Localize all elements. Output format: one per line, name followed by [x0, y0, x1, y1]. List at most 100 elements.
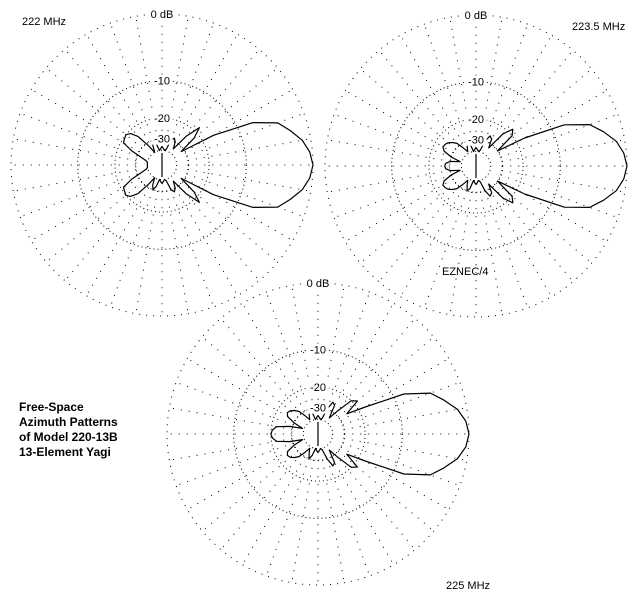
grid-radial: [184, 89, 294, 153]
grid-radial: [501, 170, 625, 193]
grid-radial: [343, 438, 467, 461]
caption: Free-Space Azimuth Patterns of Model 220…: [19, 400, 118, 460]
grid-radial: [449, 191, 472, 315]
grid-ring: [291, 407, 345, 461]
ring-label: -10: [310, 345, 326, 357]
grid-radial: [64, 184, 146, 281]
ring-label-bg: [462, 9, 490, 21]
caption-line: 13-Element Yagi: [19, 445, 111, 459]
ring-label: -30: [468, 135, 484, 147]
grid-ring: [449, 139, 503, 193]
grid-radial: [340, 358, 450, 422]
grid-radial: [109, 22, 154, 141]
grid-radial: [492, 185, 574, 282]
grid-radial: [342, 381, 461, 426]
grid-radial: [13, 169, 137, 192]
grid-radial: [334, 318, 416, 415]
ring-label: -20: [154, 113, 170, 125]
grid-radial: [342, 442, 461, 487]
grid-radial: [181, 67, 278, 149]
grid-radial: [220, 318, 302, 415]
ring-label-bg: [151, 74, 173, 87]
ring-label-bg: [307, 380, 329, 393]
grid-radial: [86, 33, 150, 143]
pattern-trace: [122, 122, 314, 208]
grid-radial: [344, 178, 454, 242]
ring-label-bg: [304, 277, 332, 289]
grid-radial: [337, 336, 434, 418]
grid-radial: [186, 358, 296, 422]
ring-label: 0 dB: [307, 278, 330, 290]
grid-radial: [500, 113, 619, 158]
grid-radial: [86, 187, 150, 297]
grid-ring: [302, 418, 334, 450]
ring-label-bg: [151, 132, 173, 145]
grid-radial: [175, 442, 294, 487]
grid-radial: [360, 68, 457, 150]
ring-label: -20: [310, 382, 326, 394]
ring-label: -10: [468, 77, 484, 89]
grid-radial: [46, 67, 143, 149]
ring-label-bg: [151, 111, 173, 124]
grid-radial: [169, 407, 293, 430]
grid-radial: [19, 112, 138, 157]
grid-radial: [174, 33, 238, 143]
grid-radial: [498, 90, 608, 154]
grid-radial: [64, 49, 146, 146]
grid-radial: [480, 191, 503, 315]
grid-radial: [135, 190, 158, 314]
grid-radial: [492, 50, 574, 147]
ring-label-bg: [465, 133, 487, 146]
grid-ring: [428, 118, 524, 214]
grid-ring: [270, 386, 366, 482]
plot-title-222: 222 MHz: [22, 16, 67, 28]
grid-radial: [498, 178, 608, 242]
grid-radial: [46, 181, 143, 263]
ring-label-bg: [465, 75, 487, 88]
grid-radial: [19, 173, 138, 218]
grid-radial: [423, 23, 468, 142]
grid-radial: [242, 456, 306, 566]
grid-radial: [378, 50, 460, 147]
pattern-trace: [270, 392, 470, 476]
grid-radial: [186, 112, 305, 157]
grid-ring: [460, 150, 492, 182]
ring-label-bg: [465, 112, 487, 125]
grid-radial: [488, 188, 552, 298]
polar-plot-0: 0 dB -10 -20 -30: [10, 8, 314, 317]
grid-radial: [327, 170, 451, 193]
ring-label-bg: [148, 8, 176, 20]
grid-radial: [178, 184, 260, 281]
grid-radial: [186, 446, 296, 510]
grid-radial: [343, 407, 467, 430]
ring-label: -30: [310, 403, 326, 415]
grid-radial: [330, 302, 394, 412]
eznec-label: EZNEC/4: [442, 266, 489, 278]
caption-line: Free-Space: [19, 400, 84, 414]
grid-radial: [360, 182, 457, 264]
grid-radial: [340, 446, 450, 510]
ring-label: -20: [468, 114, 484, 126]
ring-label: 0 dB: [151, 9, 174, 21]
grid-radial: [186, 173, 305, 218]
grid-radial: [184, 177, 294, 241]
polar-plot-1: 0 dB -10 -20 -30: [324, 9, 628, 318]
grid-radial: [181, 181, 278, 263]
grid-ring: [114, 117, 210, 213]
grid-radial: [423, 190, 468, 309]
caption-line: Azimuth Patterns: [19, 415, 118, 429]
pattern-trace: [442, 124, 628, 208]
grid-radial: [242, 302, 306, 412]
grid-radial: [337, 450, 434, 532]
grid-radial: [265, 291, 310, 410]
grid-radial: [488, 34, 552, 144]
grid-radial: [330, 456, 394, 566]
grid-radial: [344, 90, 454, 154]
grid-radial: [291, 459, 314, 583]
grid-radial: [220, 453, 302, 550]
grid-radial: [327, 139, 451, 162]
grid-radial: [322, 459, 345, 583]
grid-radial: [400, 34, 464, 144]
